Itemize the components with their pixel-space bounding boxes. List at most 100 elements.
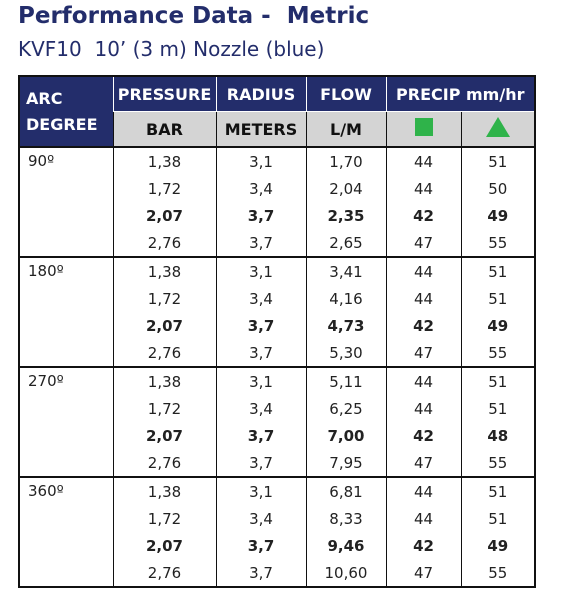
- column-header: PRECIP mm/hr: [385, 76, 535, 112]
- table-row: 360º 1,38 3,1 6,81 44 51: [19, 476, 535, 587]
- column-header: FLOW: [305, 76, 386, 112]
- table-row: 2,76 3,7 7,95 47 55: [19, 449, 535, 477]
- value-cell: 3,7: [215, 312, 306, 339]
- value-cell: 49: [460, 312, 535, 339]
- table-row: 1,72 3,4 4,16 44 51: [19, 285, 535, 312]
- value-cell: 2,07: [112, 532, 216, 559]
- value-cell: 2,76: [112, 229, 216, 257]
- value-cell: 1,38: [112, 366, 216, 395]
- value-cell: 44: [385, 175, 461, 202]
- value-cell: 55: [460, 559, 535, 587]
- value-cell: 49: [460, 532, 535, 559]
- value-cell: 4,73: [305, 312, 386, 339]
- value-cell: 44: [385, 285, 461, 312]
- column-header: PRESSURE: [112, 76, 216, 112]
- value-cell: 42: [385, 202, 461, 229]
- value-cell: 3,1: [215, 146, 306, 175]
- value-cell: 9,46: [305, 532, 386, 559]
- value-cell: 3,1: [215, 256, 306, 285]
- table-body: 90º 1,38 3,1 1,70 44 51 1,72 3,4 2,04 44 50 2,07 3,7…: [19, 146, 535, 587]
- table-row: 180º 1,38 3,1 3,41 44 51: [19, 256, 535, 367]
- value-cell: 48: [460, 422, 535, 449]
- value-cell: 1,72: [112, 505, 216, 532]
- value-cell: 55: [460, 449, 535, 477]
- table-row: 2,07 3,7 9,46 42 49: [19, 532, 535, 559]
- value-cell: 6,81: [305, 476, 386, 505]
- value-cell: 49: [460, 202, 535, 229]
- table-row: 2,76 3,7 2,65 47 55: [19, 229, 535, 257]
- value-cell: 6,25: [305, 395, 386, 422]
- value-cell: 1,38: [112, 256, 216, 285]
- value-cell: 42: [385, 312, 461, 339]
- value-cell: 2,07: [112, 422, 216, 449]
- table-row: 90º 1,38 3,1 1,70 44 51: [19, 146, 535, 257]
- value-cell: 1,72: [112, 395, 216, 422]
- table-row: 2,07 3,7 7,00 42 48: [19, 422, 535, 449]
- arc-header-line: DEGREE: [26, 114, 98, 134]
- value-cell: 44: [385, 476, 461, 505]
- value-cell: 44: [385, 505, 461, 532]
- value-cell: 44: [385, 395, 461, 422]
- value-cell: 2,76: [112, 449, 216, 477]
- arc-header: ARC DEGREE: [19, 76, 113, 147]
- table-row: 270º 1,38 3,1 5,11 44 51: [19, 366, 535, 477]
- value-cell: 3,4: [215, 395, 306, 422]
- value-cell: 2,04: [305, 175, 386, 202]
- value-cell: 1,38: [112, 476, 216, 505]
- square-icon-header: [385, 111, 461, 147]
- value-cell: 3,7: [215, 532, 306, 559]
- value-cell: 47: [385, 559, 461, 587]
- value-cell: 44: [385, 256, 461, 285]
- value-cell: 2,07: [112, 312, 216, 339]
- value-cell: 3,4: [215, 285, 306, 312]
- arc-header-line: ARC: [26, 88, 63, 108]
- arc-cell: 270º: [19, 366, 113, 477]
- table-row: 2,07 3,7 4,73 42 49: [19, 312, 535, 339]
- table-row: 2,07 3,7 2,35 42 49: [19, 202, 535, 229]
- value-cell: 7,00: [305, 422, 386, 449]
- value-cell: 5,30: [305, 339, 386, 367]
- value-cell: 8,33: [305, 505, 386, 532]
- value-cell: 3,4: [215, 505, 306, 532]
- value-cell: 44: [385, 146, 461, 175]
- value-cell: 7,95: [305, 449, 386, 477]
- value-cell: 44: [385, 366, 461, 395]
- value-cell: 47: [385, 339, 461, 367]
- value-cell: 51: [460, 285, 535, 312]
- performance-table: ARC DEGREE PRESSURE RADIUS FLOW PRECIP mm…: [18, 75, 536, 588]
- unit-header: L/M: [305, 111, 386, 147]
- arc-cell: 90º: [19, 146, 113, 257]
- value-cell: 47: [385, 229, 461, 257]
- value-cell: 5,11: [305, 366, 386, 395]
- square-icon: [414, 118, 433, 136]
- value-cell: 3,1: [215, 476, 306, 505]
- value-cell: 1,70: [305, 146, 386, 175]
- triangle-icon: [485, 117, 510, 137]
- value-cell: 51: [460, 146, 535, 175]
- table-row: 1,72 3,4 6,25 44 51: [19, 395, 535, 422]
- value-cell: 3,41: [305, 256, 386, 285]
- value-cell: 51: [460, 256, 535, 285]
- value-cell: 51: [460, 366, 535, 395]
- value-cell: 42: [385, 532, 461, 559]
- arc-cell: 360º: [19, 476, 113, 587]
- value-cell: 2,65: [305, 229, 386, 257]
- value-cell: 51: [460, 476, 535, 505]
- table-row: 2,76 3,7 10,60 47 55: [19, 559, 535, 587]
- title: Performance Data - Metric: [18, 3, 370, 29]
- triangle-icon-header: [460, 111, 535, 147]
- value-cell: 3,7: [215, 559, 306, 587]
- value-cell: 55: [460, 339, 535, 367]
- value-cell: 2,07: [112, 202, 216, 229]
- value-cell: 51: [460, 395, 535, 422]
- value-cell: 3,7: [215, 422, 306, 449]
- arc-cell: 180º: [19, 256, 113, 367]
- table-row: 1,72 3,4 8,33 44 51: [19, 505, 535, 532]
- value-cell: 50: [460, 175, 535, 202]
- value-cell: 47: [385, 449, 461, 477]
- column-header: RADIUS: [215, 76, 306, 112]
- value-cell: 2,35: [305, 202, 386, 229]
- value-cell: 42: [385, 422, 461, 449]
- value-cell: 1,72: [112, 175, 216, 202]
